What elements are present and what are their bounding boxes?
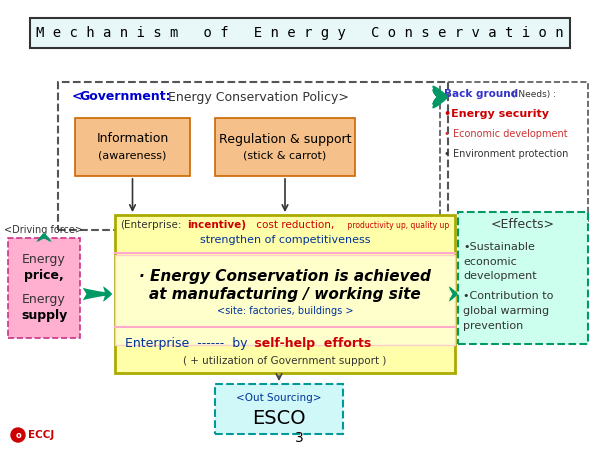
Text: M e c h a n i s m   o f   E n e r g y   C o n s e r v a t i o n: M e c h a n i s m o f E n e r g y C o n …: [36, 26, 564, 40]
Circle shape: [11, 428, 25, 442]
Text: Energy: Energy: [22, 253, 66, 266]
Text: Back ground: Back ground: [444, 89, 518, 99]
Text: incentive): incentive): [187, 220, 246, 230]
Text: <site: factories, buildings >: <site: factories, buildings >: [217, 306, 353, 316]
Text: Energy Conservation Policy>: Energy Conservation Policy>: [160, 90, 349, 104]
Text: Government:: Government:: [79, 90, 171, 104]
Text: (stick & carrot): (stick & carrot): [243, 150, 326, 160]
Text: economic: economic: [463, 257, 517, 267]
Text: <: <: [72, 90, 83, 104]
Text: development: development: [463, 271, 537, 281]
Text: strengthen of competitiveness: strengthen of competitiveness: [199, 235, 370, 245]
Text: self-help  efforts: self-help efforts: [250, 337, 371, 350]
Text: Energy: Energy: [22, 293, 66, 306]
Text: global warming: global warming: [463, 306, 549, 316]
Text: • Environment protection: • Environment protection: [444, 149, 568, 159]
Text: •Contribution to: •Contribution to: [463, 291, 553, 301]
Text: price,: price,: [24, 270, 64, 283]
Text: Regulation & support: Regulation & support: [219, 132, 351, 145]
Text: ECCJ: ECCJ: [28, 430, 55, 440]
Text: o: o: [15, 431, 21, 440]
Text: supply: supply: [21, 310, 67, 323]
Bar: [215, 118, 355, 176]
Text: <Effects>: <Effects>: [491, 217, 555, 230]
Text: <Out Sourcing>: <Out Sourcing>: [236, 393, 322, 403]
Bar: [30, 18, 570, 48]
Text: productivity up, quality up: productivity up, quality up: [345, 220, 449, 230]
Text: <Driving force>: <Driving force>: [5, 225, 83, 235]
Text: cost reduction,: cost reduction,: [253, 220, 334, 230]
Text: Enterprise  ------  by: Enterprise ------ by: [125, 337, 247, 350]
Text: at manufacturing / working site: at manufacturing / working site: [149, 288, 421, 302]
Bar: [58, 82, 448, 230]
Text: · Energy Conservation is achieved: · Energy Conservation is achieved: [139, 270, 431, 284]
Bar: [115, 215, 455, 373]
Bar: [440, 82, 588, 224]
Text: (awareness): (awareness): [98, 150, 167, 160]
Text: •Energy security: •Energy security: [444, 109, 549, 119]
Bar: [115, 255, 455, 345]
Bar: [458, 212, 588, 344]
Text: prevention: prevention: [463, 321, 524, 331]
Text: (Enterprise:: (Enterprise:: [120, 220, 181, 230]
Bar: [75, 118, 190, 176]
Text: Information: Information: [96, 132, 169, 145]
Text: •Sustainable: •Sustainable: [463, 242, 535, 252]
Text: ESCO: ESCO: [252, 409, 306, 428]
Text: ( + utilization of Government support ): ( + utilization of Government support ): [183, 356, 387, 366]
Text: 3: 3: [295, 431, 303, 445]
Text: ( Needs) :: ( Needs) :: [512, 90, 556, 99]
Bar: [8, 238, 80, 338]
Bar: [215, 384, 343, 434]
Text: • Economic development: • Economic development: [444, 129, 568, 139]
